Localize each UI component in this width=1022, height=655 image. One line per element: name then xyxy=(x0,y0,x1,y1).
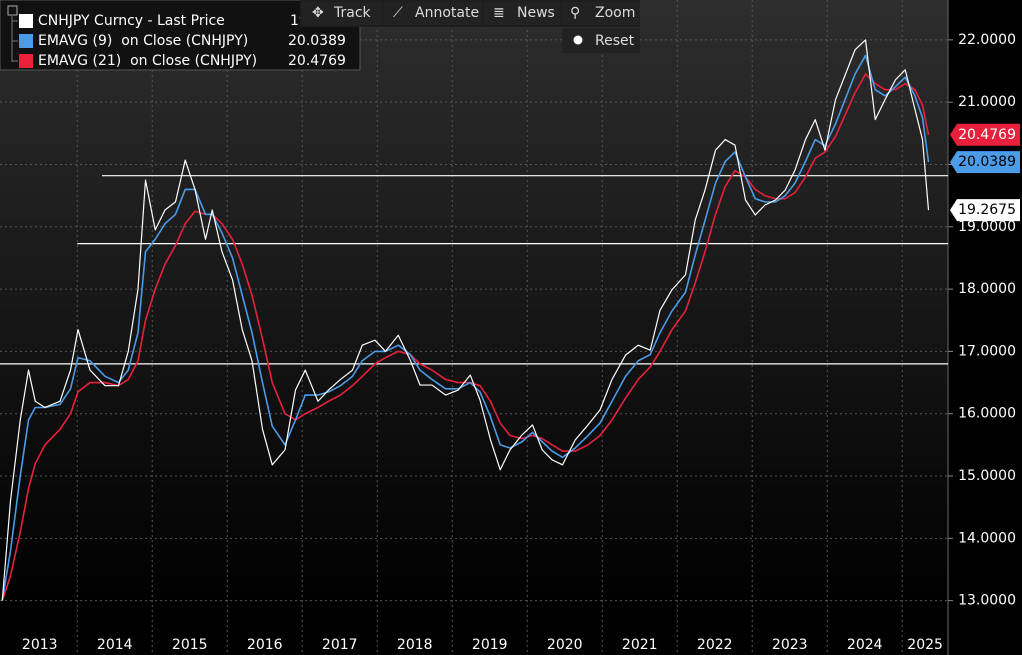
last-value-label: 20.4769 xyxy=(958,127,1016,143)
x-tick-label: 2017 xyxy=(322,637,358,653)
y-tick-label: 13.0000 xyxy=(958,593,1016,609)
x-tick-label: 2016 xyxy=(247,637,283,653)
x-tick-label: 2022 xyxy=(697,637,733,653)
series-lines xyxy=(1,39,930,601)
zoom-icon: ⚲ xyxy=(570,5,580,21)
last-value-box xyxy=(950,123,1020,146)
x-tick-label: 2013 xyxy=(22,637,58,653)
last-value-box xyxy=(950,199,1020,222)
last-value-label: 20.0389 xyxy=(958,154,1016,170)
zoom-label[interactable]: Zoom xyxy=(595,5,635,21)
y-tick-label: 19.0000 xyxy=(958,219,1016,235)
axis: 13.0000 14.0000 15.0000 16.0000 17.0000 18.00… xyxy=(22,32,1020,653)
series-line xyxy=(1,54,930,601)
news-icon: ≣ xyxy=(493,5,505,21)
legend-value: 20.4769 xyxy=(288,53,346,69)
zoom-button[interactable] xyxy=(562,2,640,25)
news-button[interactable] xyxy=(484,2,560,25)
x-tick-label: 2019 xyxy=(472,637,508,653)
news-label[interactable]: News xyxy=(517,5,555,21)
x-tick-label: 2014 xyxy=(97,637,133,653)
series-line xyxy=(1,39,930,601)
annotate-label[interactable]: Annotate xyxy=(415,5,479,21)
legend-label: EMAVG (21) on Close (CNHJPY) xyxy=(38,53,257,69)
x-tick-label: 2023 xyxy=(772,637,808,653)
track-icon: ✥ xyxy=(312,5,324,21)
legend-label: EMAVG (9) on Close (CNHJPY) xyxy=(38,33,248,49)
collapse-icon[interactable] xyxy=(7,5,18,16)
y-tick-label: 15.0000 xyxy=(958,468,1016,484)
x-tick-label: 2025 xyxy=(907,637,943,653)
legend-value: 20.0389 xyxy=(288,33,346,49)
axis-background xyxy=(948,0,1022,655)
legend-swatch xyxy=(19,14,33,28)
x-tick-label: 2020 xyxy=(547,637,583,653)
plot-background xyxy=(0,0,948,608)
grid xyxy=(0,0,948,655)
x-tick-label: 2015 xyxy=(172,637,208,653)
legend-swatch xyxy=(19,54,33,68)
track-button[interactable] xyxy=(302,2,382,25)
y-tick-label: 18.0000 xyxy=(958,281,1016,297)
annotate-icon: ⟋ xyxy=(393,5,403,21)
legend-label: CNHJPY Curncy - Last Price xyxy=(38,13,225,29)
last-value-box xyxy=(950,151,1020,174)
y-tick-label: 16.0000 xyxy=(958,406,1016,422)
toolbar: ✥ Track ⟋ Annotate ≣ News ⚲ Zoom Reset xyxy=(300,0,640,53)
y-tick-label: 22.0000 xyxy=(958,32,1016,48)
legend-swatch xyxy=(19,34,33,48)
x-tick-label: 2021 xyxy=(622,637,658,653)
y-tick-label: 14.0000 xyxy=(958,530,1016,546)
reset-icon xyxy=(573,35,583,45)
track-label[interactable]: Track xyxy=(333,5,372,21)
y-tick-label: 21.0000 xyxy=(958,94,1016,110)
x-tick-label: 2018 xyxy=(397,637,433,653)
reset-label[interactable]: Reset xyxy=(595,33,635,49)
x-tick-label: 2024 xyxy=(847,637,883,653)
annotate-button[interactable] xyxy=(384,2,482,25)
y-tick-label: 17.0000 xyxy=(958,343,1016,359)
last-value-label: 19.2675 xyxy=(958,202,1016,218)
